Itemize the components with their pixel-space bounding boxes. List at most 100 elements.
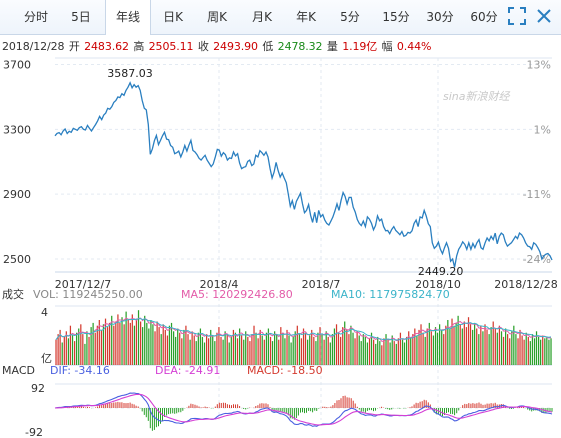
volume-bar xyxy=(245,331,247,365)
volume-bar xyxy=(476,328,478,365)
volume-bar xyxy=(61,342,63,365)
volume-bar xyxy=(317,332,319,365)
tab-15min[interactable]: 15分 xyxy=(382,10,410,24)
volume-bar xyxy=(63,336,65,365)
volume-bar xyxy=(309,335,311,365)
volume-bar xyxy=(127,320,129,365)
volume-bar xyxy=(230,336,232,365)
volume-bar xyxy=(96,325,98,365)
volume-bar xyxy=(67,338,70,365)
tab-year-line[interactable]: 年线 xyxy=(105,0,151,35)
tab-daily-k[interactable]: 日K xyxy=(163,10,183,24)
tab-intraday[interactable]: 分时 xyxy=(23,10,48,24)
volume-bar xyxy=(395,343,397,365)
volume-bar xyxy=(387,339,389,365)
volume-bar xyxy=(531,334,534,365)
dea-label: DEA: -24.91 xyxy=(155,364,220,377)
volume-bar xyxy=(406,336,408,365)
volume-bar xyxy=(307,339,309,365)
volume-bar xyxy=(494,328,496,365)
volume-bar xyxy=(511,331,513,365)
volume-bar xyxy=(350,325,352,365)
volume-bar xyxy=(144,315,146,365)
volume-bar xyxy=(428,322,430,365)
volume-bar xyxy=(166,335,169,365)
high-annotation: 3587.03 xyxy=(107,67,153,80)
x-tick-label: 2018/12/28 xyxy=(494,278,557,291)
volume-bar xyxy=(212,335,214,365)
volume-bar xyxy=(377,336,379,365)
volume-bar xyxy=(216,332,218,365)
volume-bar xyxy=(548,339,550,365)
volume-bar xyxy=(298,334,301,365)
volume-bar xyxy=(408,331,410,365)
volume-bar xyxy=(177,328,179,365)
volume-bar xyxy=(117,314,119,365)
quote-summary: 2018/12/28 开 2483.62 高 2505.11 收 2493.90… xyxy=(2,38,432,54)
pct-tick-label: -24% xyxy=(523,253,551,266)
volume-bar xyxy=(465,327,468,365)
volume-bar xyxy=(348,334,350,365)
volume-bar xyxy=(133,325,136,365)
tab-weekly-k[interactable]: 周K xyxy=(207,10,227,24)
volume-bar xyxy=(267,328,270,365)
volume-bar xyxy=(321,334,323,365)
volume-bar xyxy=(327,336,329,365)
volume-bar xyxy=(296,325,298,365)
tab-monthly-k[interactable]: 月K xyxy=(252,10,272,24)
volume-bar xyxy=(484,324,486,365)
volume-bar xyxy=(135,318,138,365)
volume-bar xyxy=(335,324,338,365)
volume-bar xyxy=(234,332,237,365)
volume-bar xyxy=(451,318,453,365)
volume-bar xyxy=(261,335,263,365)
volume-bar xyxy=(352,332,354,365)
volume-bar xyxy=(472,329,474,365)
tab-60min[interactable]: 60分 xyxy=(470,10,498,24)
volume-bar xyxy=(453,325,455,365)
tab-yearly-k[interactable]: 年K xyxy=(296,10,316,24)
volume-bar xyxy=(383,338,385,365)
amplitude-label: 幅 xyxy=(381,40,393,53)
volume-bar xyxy=(418,329,420,365)
volume-bar xyxy=(236,338,239,365)
volume-bar xyxy=(315,341,317,365)
volume-bar xyxy=(500,331,503,365)
fullscreen-icon[interactable] xyxy=(508,7,526,25)
close-label: 收 xyxy=(197,40,209,53)
volume-bar xyxy=(375,343,377,365)
amplitude-value: 0.44% xyxy=(396,40,432,53)
close-icon[interactable] xyxy=(536,8,552,24)
volume-bar xyxy=(523,339,525,365)
volume-bar xyxy=(302,328,305,365)
volume-bar xyxy=(123,324,125,365)
pct-tick-label: 13% xyxy=(527,58,551,71)
volume-bar xyxy=(502,336,505,365)
volume-bar xyxy=(259,329,261,365)
volume-bar xyxy=(358,335,360,365)
volume-bar xyxy=(183,329,185,365)
volume-bar xyxy=(490,327,492,365)
tab-5min[interactable]: 5分 xyxy=(340,10,360,24)
volume-bar xyxy=(206,334,208,365)
volume-bar xyxy=(474,322,476,365)
volume-bar xyxy=(86,331,88,365)
volume-bar xyxy=(443,334,445,365)
volume-bar xyxy=(492,321,494,365)
volume-bar xyxy=(300,338,303,365)
volume-bar xyxy=(142,327,144,365)
volume-bar xyxy=(239,328,241,365)
volume-bar xyxy=(426,328,428,365)
volume-bar xyxy=(538,336,540,365)
volume-bar xyxy=(370,332,373,365)
volume-bar xyxy=(319,327,321,365)
volume-bar xyxy=(253,325,255,365)
tab-5day[interactable]: 5日 xyxy=(71,10,91,24)
tab-30min[interactable]: 30分 xyxy=(426,10,454,24)
volume-bar xyxy=(546,336,548,365)
volume-bar xyxy=(284,338,286,365)
volume-bar xyxy=(505,328,507,365)
volume-bar xyxy=(424,336,426,365)
volume-bar xyxy=(463,321,465,365)
volume-bar xyxy=(125,311,127,365)
